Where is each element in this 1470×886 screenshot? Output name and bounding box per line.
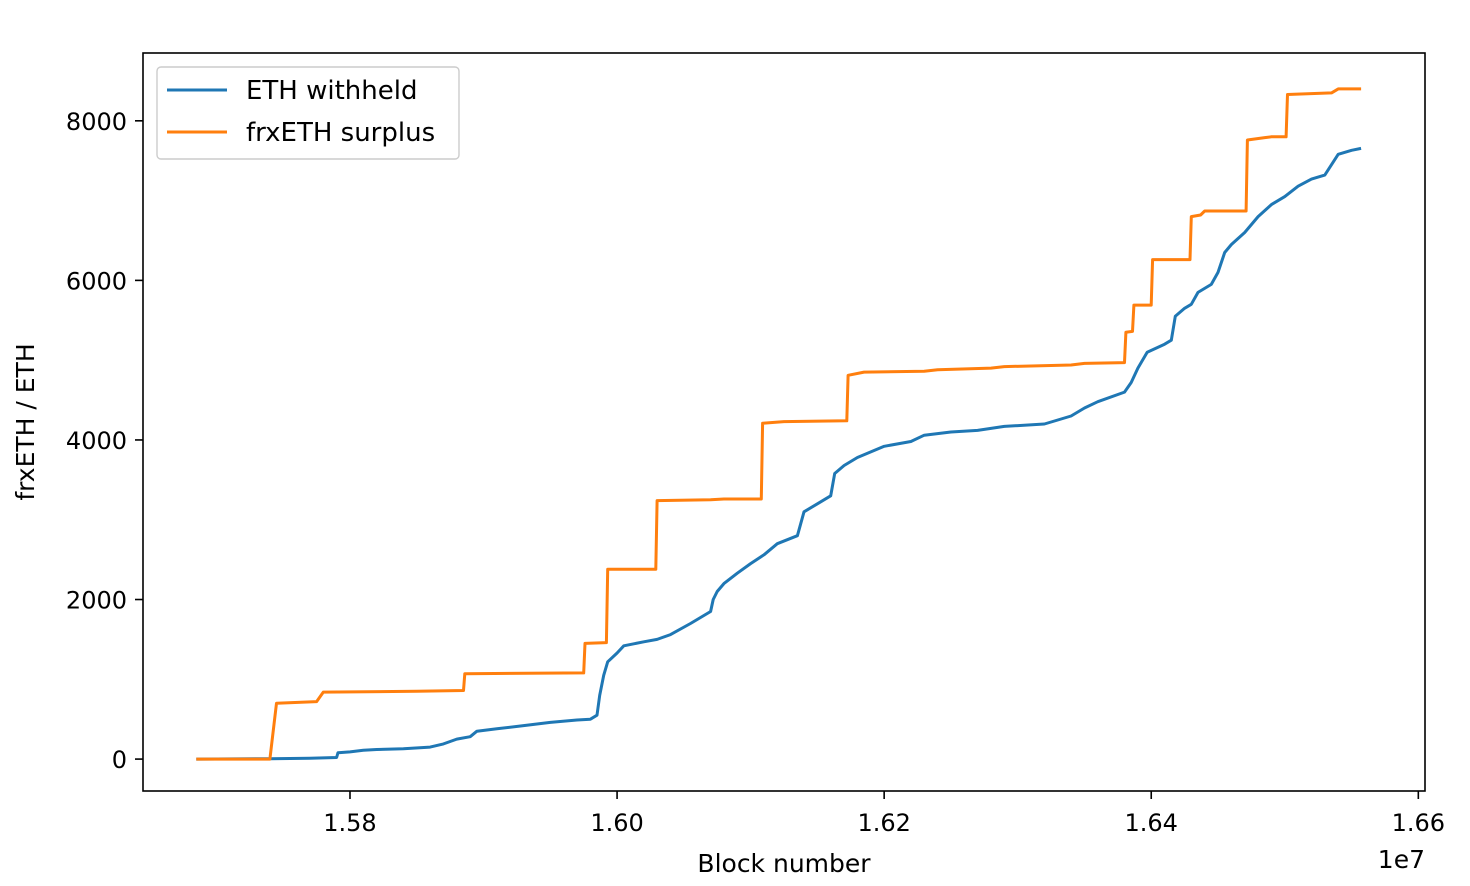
legend-label-frxeth-surplus: frxETH surplus	[246, 118, 435, 148]
series-line-frxeth-surplus	[196, 87, 1362, 761]
axis-ticks: 1.58 1.60 1.62 1.64 1.66 0 2000 4000 6000 8000	[66, 108, 1445, 837]
legend-box	[156, 66, 460, 160]
series-line-eth-withheld	[196, 146, 1362, 761]
x-tick-label: 1.60	[590, 809, 643, 837]
axes-frame	[142, 52, 1426, 792]
x-axis-label: Block number	[697, 849, 871, 878]
y-tick-label: 6000	[66, 267, 127, 295]
x-tick-label: 1.66	[1392, 809, 1445, 837]
x-tick-label: 1.64	[1125, 809, 1178, 837]
legend: ETH withheld frxETH surplus	[156, 66, 460, 160]
y-tick-label: 0	[112, 746, 127, 774]
y-tick-label: 8000	[66, 108, 127, 136]
x-tick-label: 1.58	[323, 809, 376, 837]
x-tick-label: 1.62	[857, 809, 910, 837]
y-tick-label: 4000	[66, 427, 127, 455]
y-axis-label: frxETH / ETH	[11, 343, 40, 500]
x-axis-offset-label: 1e7	[1378, 845, 1425, 874]
legend-label-eth-withheld: ETH withheld	[246, 76, 418, 106]
y-tick-label: 2000	[66, 587, 127, 615]
plot-area	[196, 87, 1362, 761]
